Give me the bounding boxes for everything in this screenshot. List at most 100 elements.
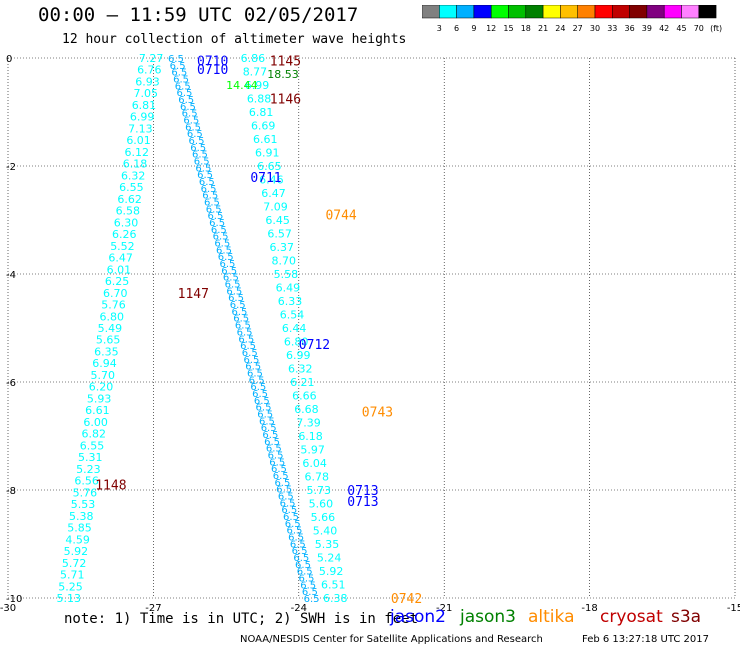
- swh-value-altika: 6.80: [284, 336, 309, 349]
- swh-value-altika: 6.37: [269, 241, 294, 254]
- x-tick-label: -15: [727, 603, 740, 614]
- swh-value-jason2: 6.5: [206, 204, 222, 215]
- satellite-legend-cryosat: cryosat: [600, 607, 663, 627]
- swh-value-cryosat: 5.65: [96, 334, 121, 347]
- swh-value-altika: 6.54: [280, 309, 305, 322]
- swh-value-cryosat: 6.70: [103, 287, 128, 300]
- swh-value-altika: 6.65: [257, 160, 282, 173]
- swh-value-jason2: 6.5: [192, 150, 208, 161]
- swh-value-jason2: 6.5: [235, 321, 251, 332]
- swh-value-altika: 6.47: [261, 187, 286, 200]
- swh-value-jason2: 6.5: [213, 232, 229, 243]
- swh-value-jason2: 6.5: [280, 498, 296, 509]
- grid-lines: [7, 57, 736, 599]
- swh-value-cryosat: 6.25: [105, 275, 130, 288]
- swh-value-jason2: 6.5: [297, 567, 313, 578]
- swh-value-jason2: 6.5: [237, 327, 253, 338]
- swh-value-cryosat: 5.76: [101, 299, 126, 312]
- swh-value-jason2: 6.5: [223, 273, 239, 284]
- swh-value-jason2: 6.5: [190, 143, 206, 154]
- swh-value-cryosat: 6.61: [85, 404, 110, 417]
- swh-value-jason2: 6.5: [281, 505, 297, 516]
- swh-value-altika: 6.81: [249, 106, 274, 119]
- swh-value-jason2: 6.5: [195, 163, 211, 174]
- time-label: 1146: [270, 93, 301, 108]
- swh-value-jason2: 6.5: [185, 122, 201, 133]
- swh-value-cryosat: 6.55: [119, 181, 144, 194]
- x-tick-label: -27: [145, 603, 161, 614]
- swh-value-jason2: 6.5: [264, 437, 280, 448]
- colorbar-label: 24: [555, 24, 565, 33]
- credit-date: Feb 6 13:27:18 UTC 2017: [582, 634, 709, 645]
- swh-value-cryosat: 6.58: [116, 205, 140, 218]
- swh-value-cryosat: 6.26: [112, 228, 137, 241]
- swh-value-altika: 7.39: [296, 417, 321, 430]
- swh-value-cryosat: 6.80: [99, 310, 124, 323]
- swh-value-jason2: 6.5: [283, 512, 299, 523]
- satellite-legend-jason2: jason2: [390, 607, 446, 627]
- swh-value-jason2: 6.5: [197, 170, 213, 181]
- swh-value-altika: 6.57: [267, 228, 292, 241]
- swh-highlight: 18.53: [267, 68, 299, 81]
- swh-value-jason2: 6.5: [194, 157, 210, 168]
- colorbar-label: 70: [694, 24, 704, 33]
- swh-value-jason2: 6.5: [245, 362, 261, 373]
- swh-value-cryosat: 5.71: [60, 569, 84, 582]
- satellite-legend-s3a: s3a: [671, 607, 702, 627]
- chart-title: 00:00 — 11:59 UTC 02/05/2017: [38, 4, 359, 26]
- swh-value-altika: 5.35: [315, 538, 340, 551]
- swh-value-altika: 5.58: [274, 268, 299, 281]
- swh-value-cryosat: 7.13: [128, 122, 153, 135]
- swh-value-cryosat: 6.56: [74, 475, 99, 488]
- swh-value-jason2: 6.5: [244, 355, 260, 366]
- swh-value-altika: 6.99: [286, 349, 311, 362]
- swh-value-jason2: 6.5: [180, 102, 196, 113]
- swh-value-jason2: 6.5: [254, 396, 270, 407]
- swh-value-jason2: 6.5: [257, 409, 273, 420]
- swh-value-jason2: 6.5: [292, 546, 308, 557]
- colorbar-label: 39: [642, 24, 652, 33]
- swh-value-cryosat: 7.05: [133, 87, 158, 100]
- swh-value-altika: 5.24: [317, 552, 342, 565]
- swh-value-altika: 6.69: [251, 120, 275, 133]
- colorbar-label: 6: [454, 24, 459, 33]
- swh-value-jason2: 6.5: [290, 539, 306, 550]
- swh-value-cryosat: 6.12: [125, 146, 150, 159]
- swh-value-altika: 6.38: [323, 592, 348, 605]
- swh-value-jason2: 6.5: [218, 252, 234, 263]
- x-tick-label: -21: [436, 603, 452, 614]
- swh-value-jason2: 6.5: [273, 471, 289, 482]
- chart-subtitle: 12 hour collection of altimeter wave hei…: [62, 32, 407, 47]
- swh-value-jason2: 6.5: [221, 266, 237, 277]
- swh-value-altika: 6.44: [282, 322, 307, 335]
- swh-value-jason2: 6.5: [286, 526, 302, 537]
- swh-value-cryosat: 6.30: [114, 216, 139, 229]
- swh-value-jason2: 6.5: [250, 382, 266, 393]
- swh-value-altika: 5.60: [309, 498, 334, 511]
- colorbar-swatch: [698, 5, 717, 19]
- y-tick-label: 0: [6, 54, 12, 65]
- swh-value-jason2: 6.5: [219, 259, 235, 270]
- swh-value-jason2: 6.5: [268, 450, 284, 461]
- swh-value-jason2: 6.5: [202, 191, 218, 202]
- swh-value-cryosat: 5.38: [69, 510, 94, 523]
- swh-value-jason2: 6.5: [256, 403, 272, 414]
- time-label: 0710: [197, 55, 228, 70]
- swh-value-altika: 6.04: [302, 457, 327, 470]
- swh-value-jason2: 6.5: [252, 389, 268, 400]
- swh-value-jason2: 6.5: [211, 225, 227, 236]
- swh-value-jason2: 6.5: [231, 307, 247, 318]
- x-tick-label: -30: [0, 603, 16, 614]
- swh-value-cryosat: 5.72: [62, 557, 87, 570]
- swh-value-jason2: 6.5: [271, 464, 287, 475]
- swh-value-altika: 5.92: [319, 565, 344, 578]
- swh-value-jason2: 6.5: [247, 368, 263, 379]
- swh-value-altika: 6.33: [278, 295, 303, 308]
- time-label: 0713: [347, 484, 378, 499]
- swh-value-jason2: 6.5: [259, 416, 275, 427]
- swh-value-cryosat: 5.92: [64, 545, 88, 558]
- swh-value-cryosat: 5.49: [98, 322, 123, 335]
- swh-value-altika: 6.86: [241, 52, 266, 65]
- swh-value-jason2: 6.5: [199, 177, 215, 188]
